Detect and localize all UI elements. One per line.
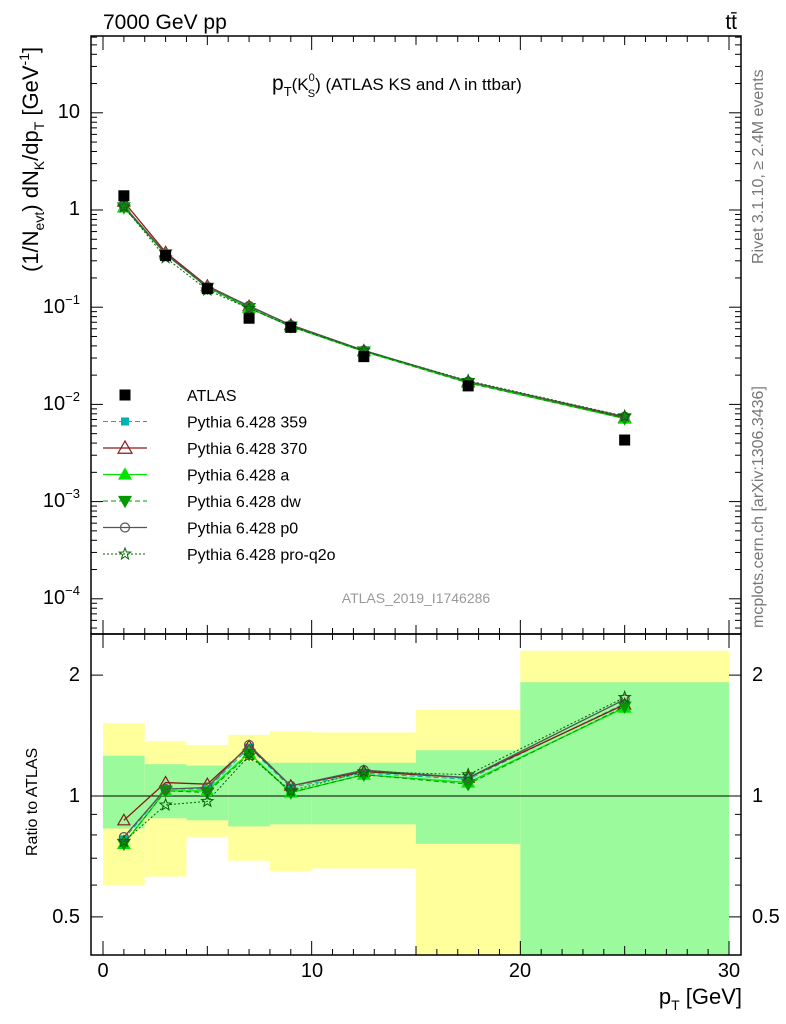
main-frame (90, 35, 742, 635)
marker-triangle-up (116, 813, 131, 826)
legend-item-6: Pythia 6.428 pro-q2o (103, 546, 336, 564)
legend-marker-atlas (119, 389, 131, 401)
analysis-id: ATLAS_2019_I1746286 (342, 590, 491, 606)
ratio-uncertainty-bands (103, 650, 729, 955)
ratio-ytick-05-left: 0.5 (52, 906, 80, 928)
marker-star (242, 748, 257, 762)
mcplots-label: mcplots.cern.ch [arXiv:1306.3436] (750, 386, 767, 628)
ytick-1e-3: 10−3 (43, 486, 80, 512)
header-right: tt̄ (725, 11, 737, 34)
atlas-point (619, 434, 631, 446)
legend-item-3: Pythia 6.428 a (103, 467, 289, 485)
main-line-4 (123, 205, 625, 418)
legend-label: Pythia 6.428 370 (187, 441, 307, 458)
ratio-ytick-2-left: 2 (69, 664, 80, 686)
marker-star (242, 301, 257, 315)
xtick-10: 10 (301, 960, 323, 982)
marker-circle (160, 784, 171, 795)
marker-triangle-down (461, 779, 476, 792)
band-inner (228, 761, 270, 827)
top-y-tick-labels: 10 1 10−1 10−2 10−3 10−4 (43, 101, 80, 609)
legend-label: Pythia 6.428 359 (187, 415, 307, 432)
marker-star (283, 783, 298, 797)
xtick-0: 0 (97, 960, 108, 982)
marker-circle (202, 782, 213, 793)
ratio-ytick-1-left: 1 (69, 785, 80, 807)
main-line-0 (123, 205, 625, 419)
ratio-line-3 (123, 706, 625, 845)
marker-star (117, 546, 133, 561)
marker-triangle-down (617, 701, 632, 714)
legend: ATLAS Pythia 6.428 359 Pythia 6.428 370 Pyt… (103, 388, 336, 564)
ratio-line-5 (123, 696, 625, 842)
ytick-1: 1 (69, 198, 80, 220)
main-line-5 (123, 206, 625, 417)
legend-label: Pythia 6.428 pro-q2o (187, 547, 336, 564)
ratio-ytick-1-right: 1 (752, 785, 763, 807)
main-line-1 (123, 201, 625, 419)
marker-triangle-up (117, 467, 133, 480)
marker-star (356, 764, 371, 778)
legend-item-0: ATLAS (119, 388, 237, 405)
marker-star (200, 793, 215, 808)
atlas-data-points (118, 190, 631, 446)
marker-star (461, 767, 476, 781)
marker-triangle-down (117, 495, 133, 509)
xtick-20: 20 (509, 960, 531, 982)
marker-circle (119, 522, 131, 533)
xtick-30: 30 (718, 960, 740, 982)
legend-item-2: Pythia 6.428 370 (103, 439, 307, 458)
band-inner (103, 755, 145, 829)
y-axis-title-ratio: Ratio to ATLAS (24, 748, 41, 856)
marker-triangle-up (116, 439, 134, 454)
x-tick-labels: 0 10 20 30 (97, 960, 740, 982)
atlas-point (118, 190, 130, 202)
atlas-point (462, 380, 474, 392)
legend-item-1: Pythia 6.428 359 (103, 415, 307, 432)
marker-square (121, 417, 129, 426)
legend-item-5: Pythia 6.428 p0 (103, 521, 298, 538)
legend-label: Pythia 6.428 p0 (187, 521, 298, 538)
ratio-ytick-05-right: 0.5 (752, 906, 780, 928)
marker-star (617, 689, 632, 704)
y-axis-title-main: (1/Nevt) dNK/dpT [GeV-1] (16, 47, 47, 272)
ytick-1e-4: 10−4 (43, 583, 80, 609)
marker-star (158, 797, 173, 811)
marker-star (116, 199, 131, 213)
band-inner (520, 682, 729, 955)
marker-star (617, 408, 632, 423)
rivet-label: Rivet 3.1.10, ≥ 2.4M events (750, 69, 767, 264)
ytick-10: 10 (58, 101, 80, 123)
ytick-1e-1: 10−1 (43, 292, 80, 318)
atlas-point (201, 283, 213, 295)
marker-circle (463, 772, 474, 783)
marker-star (116, 834, 131, 848)
atlas-point (358, 351, 370, 363)
ytick-1e-2: 10−2 (43, 389, 80, 415)
band-inner (416, 750, 521, 844)
legend-label: ATLAS (187, 388, 237, 405)
legend-label: Pythia 6.428 a (187, 468, 289, 485)
x-axis-title: pT [GeV] (659, 984, 742, 1013)
marker-circle (118, 832, 129, 843)
axis-ticks (91, 36, 741, 955)
atlas-point (285, 321, 297, 333)
atlas-point (243, 312, 255, 324)
header-left: 7000 GeV pp (103, 11, 227, 34)
plot-title: pT(K0 S) (ATLAS KS and Λ in ttbar) (272, 72, 522, 100)
marker-circle (619, 694, 630, 705)
atlas-point (160, 250, 172, 262)
main-line-2 (123, 206, 625, 420)
marker-circle (619, 411, 630, 422)
ratio-ytick-2-right: 2 (752, 664, 763, 686)
legend-label: Pythia 6.428 dw (187, 494, 301, 511)
legend-item-4: Pythia 6.428 dw (103, 494, 301, 511)
main-line-3 (123, 207, 625, 419)
ratio-y-tick-labels: 2 1 0.5 2 1 0.5 (52, 664, 780, 928)
ratio-line-4 (123, 698, 625, 838)
